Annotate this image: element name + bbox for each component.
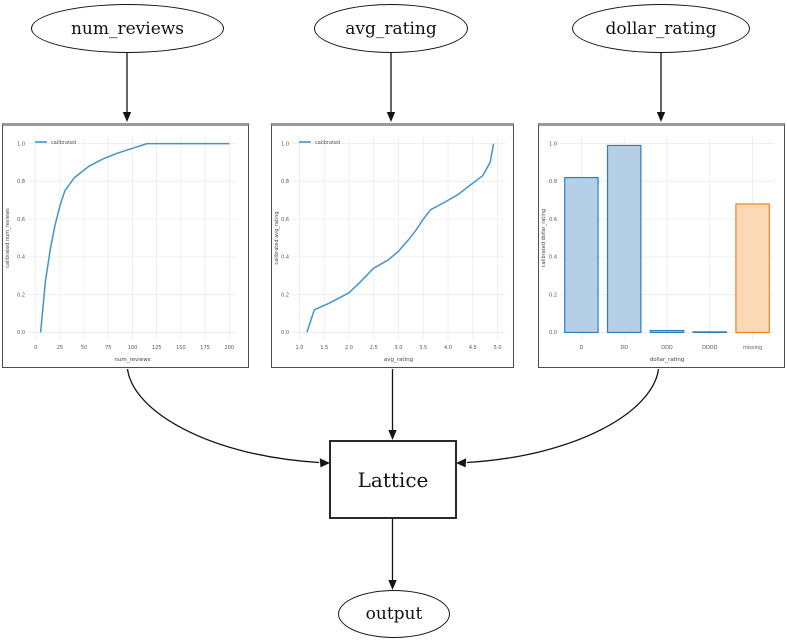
svg-text:calibrated: calibrated	[51, 140, 76, 146]
svg-text:0.2: 0.2	[17, 292, 25, 298]
svg-text:1.0: 1.0	[295, 345, 303, 351]
svg-text:2.0: 2.0	[345, 345, 353, 351]
calibrator-panel-num-reviews-calibrator: 0.0 0.2 0.4 0.6 0.8 1.0 0 25 50 75 100 125 150 175 200…	[2, 123, 249, 368]
svg-text:DD: DD	[620, 345, 628, 351]
node-lattice: Lattice	[329, 440, 457, 519]
bar-DDDD	[692, 331, 728, 334]
node-dollar-rating: dollar_rating	[572, 4, 750, 53]
node-num-reviews-label: num_reviews	[70, 18, 185, 39]
calibrator-panel-dollar-rating-calibrator: 0.0 0.2 0.4 0.6 0.8 1.0 D DD DDD DDDD missing dolla…	[538, 123, 785, 368]
svg-text:200: 200	[224, 345, 234, 351]
svg-text:2.5: 2.5	[370, 345, 378, 351]
svg-text:calibrated dollar_rating: calibrated dollar_rating	[541, 209, 547, 267]
svg-text:0.0: 0.0	[549, 330, 557, 336]
svg-text:4.5: 4.5	[469, 345, 477, 351]
arrowhead-icon	[386, 112, 396, 122]
arrowhead-icon	[122, 112, 132, 122]
svg-text:avg_rating: avg_rating	[384, 357, 413, 363]
svg-text:1.5: 1.5	[320, 345, 328, 351]
svg-text:0.0: 0.0	[17, 330, 25, 336]
svg-text:calibrated num_reviews: calibrated num_reviews	[5, 208, 11, 268]
svg-text:num_reviews: num_reviews	[114, 357, 150, 363]
bar-DD	[606, 144, 642, 334]
svg-text:1.0: 1.0	[281, 141, 289, 147]
calibrator-panel-avg-rating-calibrator: 0.0 0.2 0.4 0.6 0.8 1.0 1.0 1.5 2.0 2.5 3.0 3.5 4.0 4…	[271, 123, 514, 368]
node-output-label: output	[365, 604, 423, 624]
node-num-reviews: num_reviews	[31, 4, 224, 53]
calibrator-chart-dollar-rating-calibrator: 0.00.20.40.60.81.0D DD DDD DDDD missingdolla…	[541, 136, 774, 363]
svg-text:D: D	[579, 345, 583, 351]
svg-text:50: 50	[81, 345, 87, 351]
calibration-curve	[39, 142, 230, 333]
svg-text:dollar_rating: dollar_rating	[650, 357, 685, 363]
bar-D	[564, 176, 599, 334]
svg-text:0.8: 0.8	[549, 179, 557, 185]
svg-text:1.0: 1.0	[17, 141, 25, 147]
svg-text:3.0: 3.0	[395, 345, 403, 351]
arrowhead-icon	[456, 458, 467, 468]
svg-text:0.6: 0.6	[549, 217, 557, 223]
svg-text:75: 75	[105, 345, 111, 351]
arrowhead-icon	[656, 112, 666, 122]
svg-text:0.6: 0.6	[281, 217, 289, 223]
bar-DDD	[649, 329, 685, 334]
arrowhead-icon	[388, 580, 397, 590]
svg-text:125: 125	[152, 345, 162, 351]
svg-text:0.4: 0.4	[549, 255, 557, 261]
svg-text:0.4: 0.4	[281, 255, 289, 261]
node-dollar-rating-label: dollar_rating	[605, 18, 717, 39]
svg-text:0.8: 0.8	[281, 179, 289, 185]
calibration-curve	[306, 143, 495, 333]
calibrator-chart-avg-rating-calibrator: 0.0 0.2 0.4 0.6 0.8 1.0 1.0 1.5 2.0 2.5 3.0 3.5 4.0 4…	[274, 136, 505, 363]
svg-text:DDD: DDD	[661, 345, 673, 351]
svg-text:3.5: 3.5	[419, 345, 427, 351]
svg-text:missing: missing	[743, 345, 762, 351]
edge-plot3-to-lattice	[466, 368, 660, 464]
svg-text:175: 175	[200, 345, 210, 351]
svg-text:25: 25	[57, 345, 63, 351]
svg-text:0.0: 0.0	[281, 330, 289, 336]
svg-text:0.8: 0.8	[17, 179, 25, 185]
svg-text:5.0: 5.0	[494, 345, 502, 351]
svg-text:calibrated: calibrated	[315, 140, 340, 146]
node-avg-rating-label: avg_rating	[345, 18, 437, 39]
node-avg-rating: avg_rating	[314, 4, 468, 53]
calibrator-chart-num-reviews-calibrator: 0.0 0.2 0.4 0.6 0.8 1.0 0 25 50 75 100 125 150 175 200…	[5, 136, 237, 363]
svg-text:0: 0	[34, 345, 37, 351]
arrowhead-icon	[388, 430, 397, 440]
svg-text:4.0: 4.0	[444, 345, 452, 351]
svg-text:150: 150	[176, 345, 186, 351]
svg-text:DDDD: DDDD	[702, 345, 718, 351]
svg-text:0.2: 0.2	[549, 292, 557, 298]
svg-text:0.4: 0.4	[17, 255, 25, 261]
node-lattice-label: Lattice	[357, 467, 429, 492]
svg-text:100: 100	[128, 345, 138, 351]
svg-text:1.0: 1.0	[549, 141, 557, 147]
svg-text:0.6: 0.6	[17, 217, 25, 223]
edge-plot1-to-lattice	[126, 368, 320, 464]
svg-text:0.2: 0.2	[281, 292, 289, 298]
node-output: output	[338, 590, 450, 638]
svg-text:calibrated avg_rating: calibrated avg_rating	[274, 211, 280, 264]
bar-missing	[735, 203, 770, 334]
